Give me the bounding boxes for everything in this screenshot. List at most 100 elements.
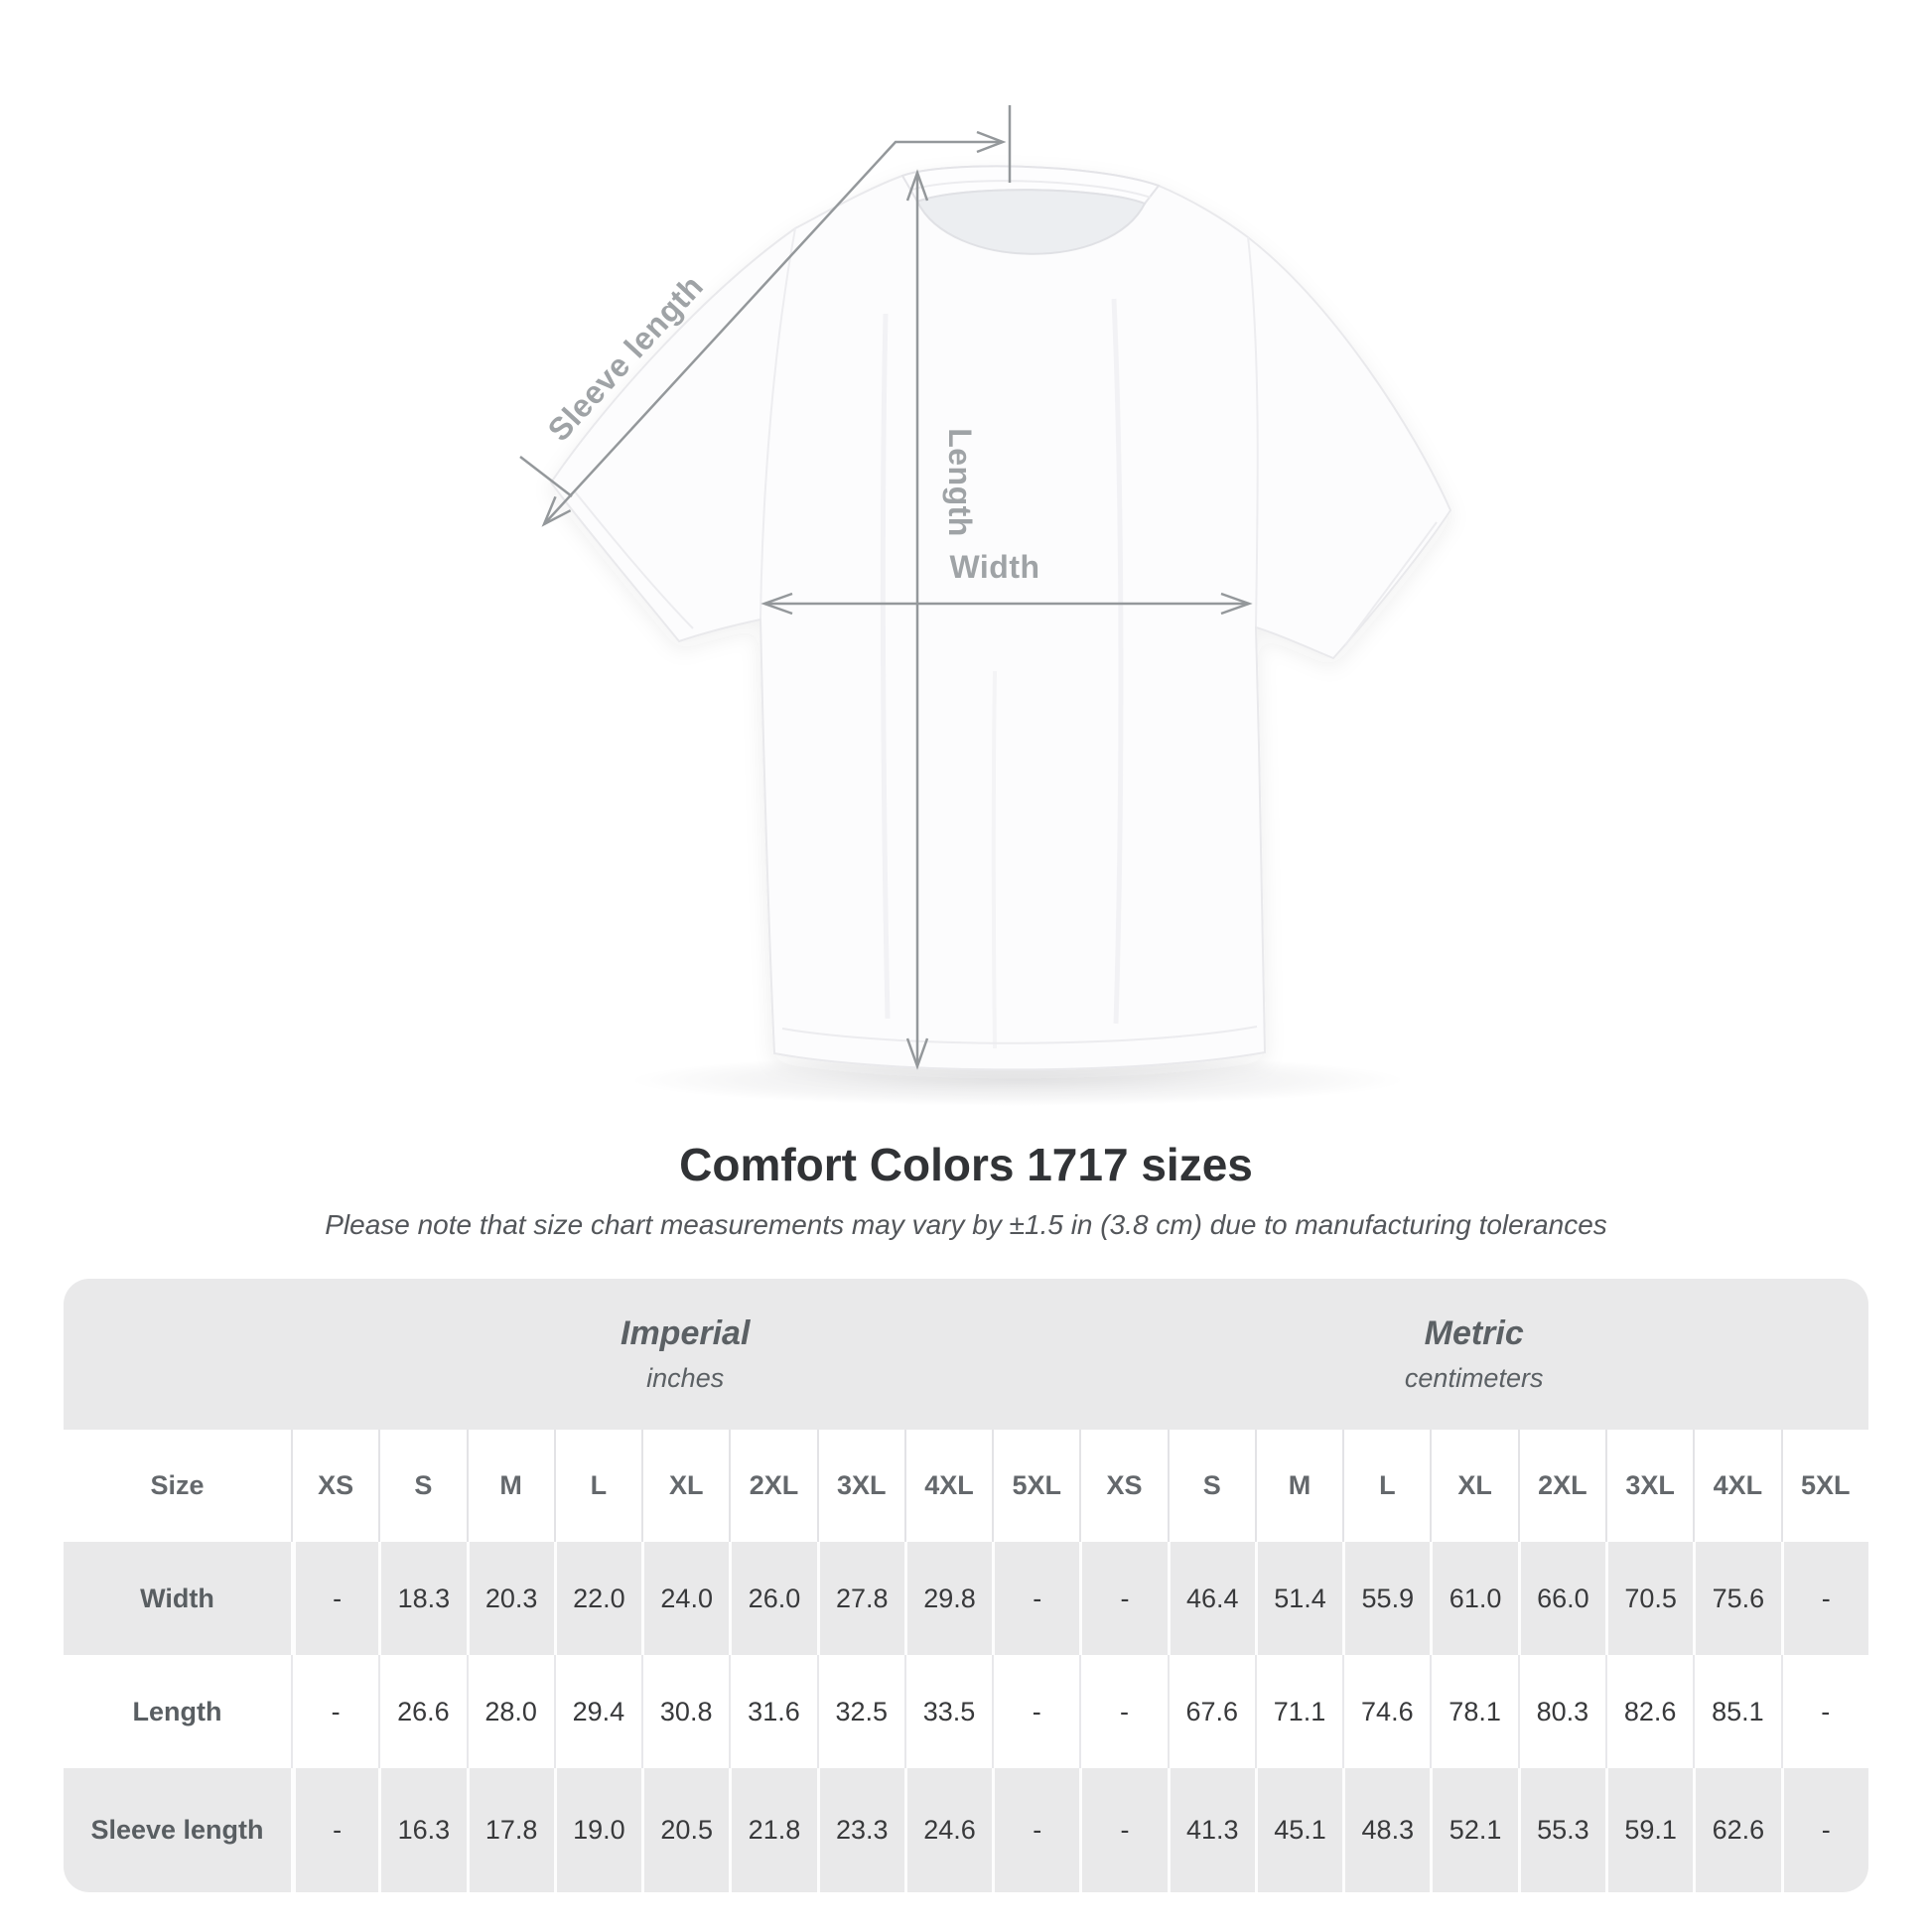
value-cell: 62.6 bbox=[1693, 1768, 1781, 1892]
value-cell: 17.8 bbox=[466, 1768, 554, 1892]
tshirt-shape bbox=[549, 165, 1452, 1071]
measurement-row-label: Sleeve length bbox=[64, 1768, 291, 1892]
value-cell: 31.6 bbox=[729, 1655, 817, 1768]
value-cell: 26.6 bbox=[378, 1655, 467, 1768]
value-cell: 66.0 bbox=[1517, 1542, 1605, 1655]
metric-label: Metric bbox=[1424, 1313, 1524, 1352]
size-header-row: Size XS S M L XL 2XL 3XL 4XL 5XL XS S M L XL 2XL 3XL 4XL… bbox=[64, 1430, 1868, 1542]
value-cell: 19.0 bbox=[553, 1768, 642, 1892]
value-cell: - bbox=[1079, 1542, 1168, 1655]
value-cell: 51.4 bbox=[1254, 1542, 1343, 1655]
value-cell: - bbox=[992, 1542, 1080, 1655]
value-cell: - bbox=[1780, 1768, 1868, 1892]
value-cell: 55.9 bbox=[1342, 1542, 1431, 1655]
chart-header: Comfort Colors 1717 sizes Please note th… bbox=[0, 1138, 1932, 1241]
size-header-cell: 4XL bbox=[1693, 1430, 1781, 1542]
size-header-cell: S bbox=[1167, 1430, 1255, 1542]
size-header-cell: XL bbox=[641, 1430, 730, 1542]
value-cell: 24.0 bbox=[641, 1542, 730, 1655]
value-cell: 74.6 bbox=[1342, 1655, 1431, 1768]
size-chart-body: Width -18.3 20.3 22.0 24.0 26.0 27.8 29.8- -46.4… bbox=[64, 1542, 1868, 1892]
measurement-row: Width -18.3 20.3 22.0 24.0 26.0 27.8 29.8- -46.4… bbox=[64, 1542, 1868, 1655]
corner-cell bbox=[64, 1279, 291, 1430]
value-cell: - bbox=[1780, 1542, 1868, 1655]
value-cell: 27.8 bbox=[816, 1542, 904, 1655]
value-cell: 29.4 bbox=[553, 1655, 642, 1768]
size-header-cell: L bbox=[553, 1430, 642, 1542]
size-header-cell: 2XL bbox=[729, 1430, 817, 1542]
page-title: Comfort Colors 1717 sizes bbox=[679, 1139, 1253, 1190]
size-header-cell: L bbox=[1342, 1430, 1431, 1542]
tshirt-measurement-diagram: Sleeve length Length Width bbox=[40, 16, 1932, 1158]
value-cell: 29.8 bbox=[903, 1542, 993, 1655]
size-header-cell: 4XL bbox=[903, 1430, 993, 1542]
value-cell: - bbox=[992, 1655, 1080, 1768]
value-cell: 24.6 bbox=[903, 1768, 993, 1892]
value-cell: 70.5 bbox=[1604, 1542, 1694, 1655]
size-header-cell: 5XL bbox=[1780, 1430, 1868, 1542]
unit-group-row: Imperial inches Metric centimeters bbox=[64, 1279, 1868, 1430]
value-cell: 33.5 bbox=[903, 1655, 993, 1768]
size-header-cell: 3XL bbox=[816, 1430, 904, 1542]
value-cell: 71.1 bbox=[1254, 1655, 1343, 1768]
width-dimension-line bbox=[760, 592, 1253, 616]
value-cell: - bbox=[992, 1768, 1080, 1892]
measurement-row: Length -26.6 28.0 29.4 30.8 31.6 32.5 33.5- -67.… bbox=[64, 1655, 1868, 1768]
tshirt-graphic: Sleeve length Length Width bbox=[519, 105, 1452, 1106]
value-cell: - bbox=[1079, 1655, 1168, 1768]
length-dimension-line bbox=[905, 169, 929, 1070]
unit-group-metric: Metric centimeters bbox=[1079, 1279, 1868, 1430]
size-header-cell: S bbox=[378, 1430, 467, 1542]
value-cell: - bbox=[1079, 1768, 1168, 1892]
value-cell: 67.6 bbox=[1167, 1655, 1255, 1768]
value-cell: 26.0 bbox=[729, 1542, 817, 1655]
value-cell: 21.8 bbox=[729, 1768, 817, 1892]
value-cell: 41.3 bbox=[1167, 1768, 1255, 1892]
sleeve-length-dimension-line bbox=[519, 105, 1012, 527]
value-cell: - bbox=[1780, 1655, 1868, 1768]
shirt-shadow bbox=[630, 1054, 1405, 1106]
size-header-cell: M bbox=[1254, 1430, 1343, 1542]
size-header-cell: XS bbox=[291, 1430, 379, 1542]
value-cell: 30.8 bbox=[641, 1655, 730, 1768]
size-header-cell: XS bbox=[1079, 1430, 1168, 1542]
value-cell: 18.3 bbox=[378, 1542, 467, 1655]
size-chart: Imperial inches Metric centimeters Size … bbox=[64, 1279, 1868, 1892]
size-header-cell: 2XL bbox=[1517, 1430, 1605, 1542]
size-header-label: Size bbox=[64, 1430, 291, 1542]
value-cell: - bbox=[291, 1542, 379, 1655]
value-cell: 80.3 bbox=[1517, 1655, 1605, 1768]
value-cell: 20.5 bbox=[641, 1768, 730, 1892]
value-cell: 52.1 bbox=[1430, 1768, 1518, 1892]
size-header-cell: 5XL bbox=[992, 1430, 1080, 1542]
measurement-row: Sleeve length -16.3 17.8 19.0 20.5 21.8 23.3 24… bbox=[64, 1768, 1868, 1892]
length-label: Length bbox=[942, 428, 978, 537]
value-cell: - bbox=[291, 1768, 379, 1892]
value-cell: 82.6 bbox=[1604, 1655, 1694, 1768]
value-cell: - bbox=[291, 1655, 379, 1768]
value-cell: 55.3 bbox=[1517, 1768, 1605, 1892]
value-cell: 45.1 bbox=[1254, 1768, 1343, 1892]
value-cell: 59.1 bbox=[1604, 1768, 1694, 1892]
imperial-unit: inches bbox=[646, 1363, 725, 1394]
value-cell: 22.0 bbox=[553, 1542, 642, 1655]
value-cell: 23.3 bbox=[816, 1768, 904, 1892]
value-cell: 75.6 bbox=[1693, 1542, 1781, 1655]
size-header-cell: XL bbox=[1430, 1430, 1518, 1542]
page-subtitle: Please note that size chart measurements… bbox=[325, 1209, 1607, 1240]
value-cell: 85.1 bbox=[1693, 1655, 1781, 1768]
measurement-row-label: Width bbox=[64, 1542, 291, 1655]
imperial-label: Imperial bbox=[621, 1313, 751, 1352]
size-chart-table: Imperial inches Metric centimeters Size … bbox=[64, 1279, 1868, 1892]
size-header-cell: 3XL bbox=[1604, 1430, 1694, 1542]
unit-group-imperial: Imperial inches bbox=[291, 1279, 1080, 1430]
value-cell: 32.5 bbox=[816, 1655, 904, 1768]
value-cell: 20.3 bbox=[466, 1542, 554, 1655]
value-cell: 61.0 bbox=[1430, 1542, 1518, 1655]
measurement-row-label: Length bbox=[64, 1655, 291, 1768]
value-cell: 16.3 bbox=[378, 1768, 467, 1892]
value-cell: 28.0 bbox=[466, 1655, 554, 1768]
value-cell: 46.4 bbox=[1167, 1542, 1255, 1655]
metric-unit: centimeters bbox=[1404, 1363, 1544, 1394]
value-cell: 78.1 bbox=[1430, 1655, 1518, 1768]
